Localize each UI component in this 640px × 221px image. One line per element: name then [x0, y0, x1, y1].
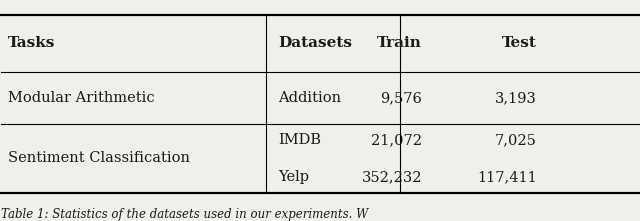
Text: 9,576: 9,576 [380, 91, 422, 105]
Text: 352,232: 352,232 [362, 170, 422, 184]
Text: Modular Arithmetic: Modular Arithmetic [8, 91, 154, 105]
Text: Addition: Addition [278, 91, 342, 105]
Text: Datasets: Datasets [278, 36, 353, 50]
Text: Table 1: Statistics of the datasets used in our experiments. W: Table 1: Statistics of the datasets used… [1, 208, 369, 221]
Text: 7,025: 7,025 [495, 133, 537, 147]
Text: IMDB: IMDB [278, 133, 321, 147]
Text: Tasks: Tasks [8, 36, 55, 50]
Text: 117,411: 117,411 [477, 170, 537, 184]
Text: 21,072: 21,072 [371, 133, 422, 147]
Text: Sentiment Classification: Sentiment Classification [8, 151, 190, 165]
Text: 3,193: 3,193 [495, 91, 537, 105]
Text: Train: Train [377, 36, 422, 50]
Text: Test: Test [502, 36, 537, 50]
Text: Yelp: Yelp [278, 170, 310, 184]
